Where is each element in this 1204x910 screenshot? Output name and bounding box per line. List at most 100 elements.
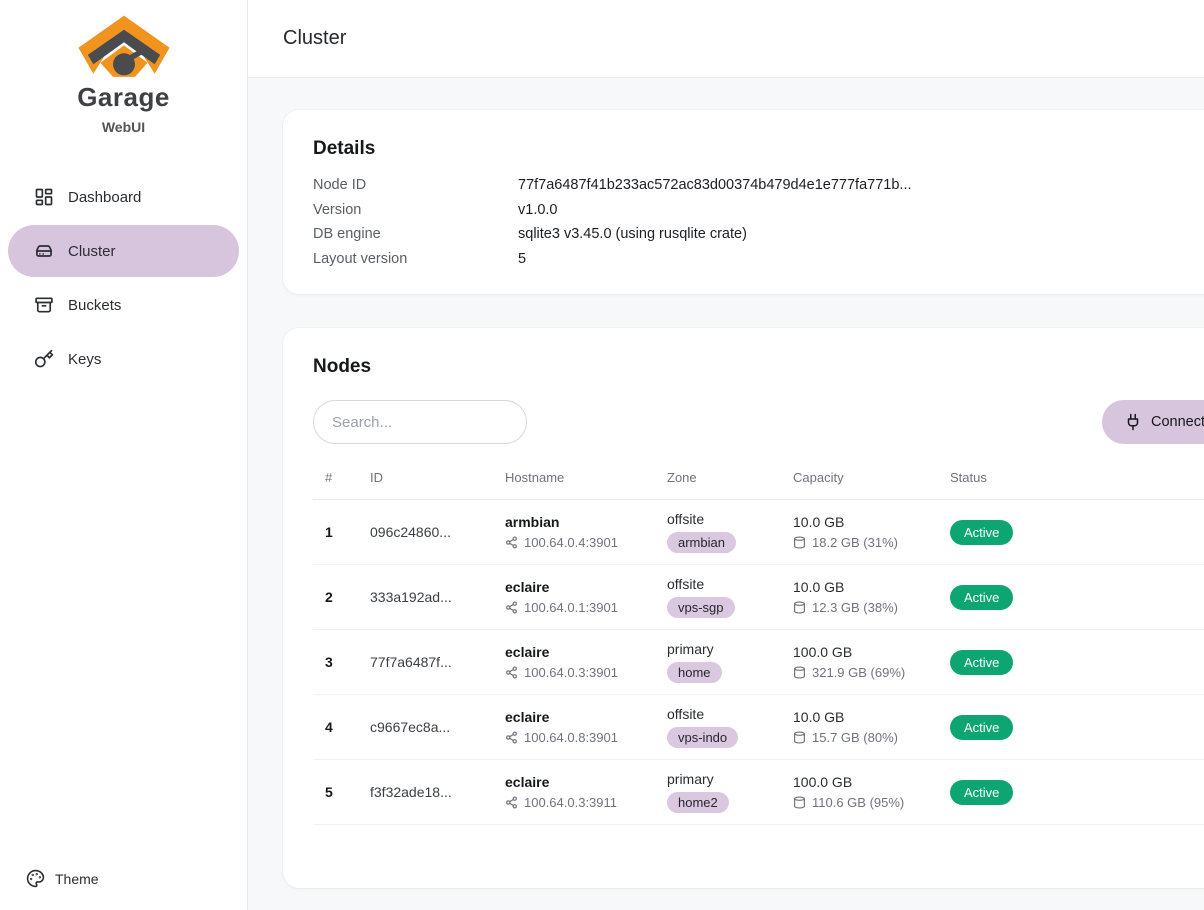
nodes-table: # ID Hostname Zone Capacity Status 1 096… — [313, 470, 1204, 825]
node-zone: primary — [667, 771, 714, 787]
node-capacity-cell: 10.0 GB 18.2 GB (31%) — [793, 514, 950, 550]
node-usage-row: 15.7 GB (80%) — [793, 730, 950, 745]
sidebar-item-cluster[interactable]: Cluster — [8, 225, 239, 277]
node-capacity: 10.0 GB — [793, 514, 845, 530]
node-address: 100.64.0.8:3901 — [524, 730, 618, 745]
content: Details Node ID 77f7a6487f41b233ac572ac8… — [248, 78, 1204, 910]
node-actions-cell — [1079, 711, 1204, 743]
node-number: 1 — [325, 524, 333, 540]
plug-icon — [1127, 413, 1139, 431]
status-badge: Active — [950, 779, 1014, 805]
status-badge: Active — [950, 584, 1014, 610]
node-zone-cell: offsite vps-indo — [667, 706, 793, 748]
share-network-icon — [506, 536, 517, 549]
sidebar-item-keys[interactable]: Keys — [8, 333, 239, 385]
node-id: 333a192ad... — [370, 589, 452, 605]
node-id: c9667ec8a... — [370, 719, 451, 735]
node-capacity-cell: 100.0 GB 321.9 GB (69%) — [793, 644, 950, 680]
share-network-icon — [506, 731, 517, 744]
connect-button[interactable]: Connect — [1101, 400, 1204, 444]
page-title: Cluster — [283, 27, 347, 49]
row-menu-button[interactable] — [1195, 581, 1204, 613]
sidebar-item-dashboard[interactable]: Dashboard — [8, 171, 239, 223]
connect-button-label: Connect — [1150, 414, 1204, 430]
node-usage: 18.2 GB (31%) — [812, 535, 898, 550]
node-hostname: eclaire — [505, 709, 550, 725]
node-status-cell: Active — [950, 519, 1079, 545]
detail-label: Node ID — [313, 177, 367, 193]
sidebar-item-label: Buckets — [68, 296, 122, 314]
zone-tag-badge: vps-sgp — [667, 597, 735, 618]
node-zone: primary — [667, 641, 714, 657]
detail-row-version: Version v1.0.0 — [313, 201, 1204, 218]
node-hostname-cell: eclaire 100.64.0.3:3911 — [505, 774, 667, 810]
database-icon — [794, 536, 805, 549]
node-usage-row: 12.3 GB (38%) — [793, 600, 950, 615]
node-capacity: 100.0 GB — [793, 774, 853, 790]
column-header-hostname: Hostname — [505, 470, 565, 485]
node-capacity: 10.0 GB — [793, 579, 845, 595]
zone-tag-badge: vps-indo — [667, 727, 739, 748]
key-icon — [34, 349, 54, 368]
topbar: Cluster — [248, 0, 1204, 78]
share-network-icon — [506, 666, 517, 679]
node-id: 096c24860... — [370, 524, 451, 540]
node-actions-cell — [1079, 516, 1204, 548]
row-menu-button[interactable] — [1195, 646, 1204, 678]
nodes-toolbar: Connect — [313, 400, 1204, 444]
node-address-row: 100.64.0.3:3911 — [505, 795, 667, 810]
dashboard-icon — [35, 188, 53, 206]
node-zone: offsite — [667, 576, 705, 592]
row-menu-button[interactable] — [1195, 516, 1204, 548]
sidebar-item-buckets[interactable]: Buckets — [8, 279, 239, 331]
node-usage: 110.6 GB (95%) — [812, 795, 905, 810]
detail-value: v1.0.0 — [518, 201, 558, 218]
search-input[interactable] — [313, 400, 527, 444]
detail-label: Layout version — [313, 250, 408, 267]
node-usage: 15.7 GB (80%) — [812, 730, 898, 745]
node-status-cell: Active — [950, 584, 1079, 610]
node-capacity-cell: 100.0 GB 110.6 GB (95%) — [793, 774, 950, 810]
database-icon — [794, 796, 805, 809]
node-hostname-cell: armbian 100.64.0.4:3901 — [505, 514, 667, 550]
node-hostname: armbian — [505, 514, 560, 530]
detail-label: DB engine — [313, 226, 381, 242]
node-actions-cell — [1079, 776, 1204, 808]
database-icon — [794, 731, 805, 744]
node-actions-cell — [1079, 646, 1204, 678]
node-address-row: 100.64.0.3:3901 — [505, 665, 667, 680]
theme-button[interactable]: Theme — [16, 861, 109, 896]
database-icon — [794, 601, 805, 614]
theme-button-label: Theme — [55, 870, 99, 887]
table-row: 3 77f7a6487f... eclaire 100.64.0.3:3901 — [313, 630, 1204, 695]
row-menu-button[interactable] — [1195, 776, 1204, 808]
node-status-cell: Active — [950, 714, 1079, 740]
status-badge: Active — [950, 519, 1014, 545]
zone-tag-badge: home2 — [667, 792, 729, 813]
share-network-icon — [506, 796, 517, 809]
sidebar-item-label: Keys — [68, 350, 102, 368]
column-header-id: ID — [370, 470, 383, 485]
detail-label: Version — [313, 201, 362, 218]
node-hostname-cell: eclaire 100.64.0.3:3901 — [505, 644, 667, 680]
brand: Garage WebUI — [0, 0, 247, 135]
node-number: 5 — [325, 784, 333, 800]
node-hostname: eclaire — [505, 774, 550, 790]
garage-logo-icon — [77, 15, 170, 77]
brand-title: Garage — [77, 82, 170, 112]
node-zone: offsite — [667, 511, 705, 527]
node-id: 77f7a6487f... — [370, 654, 452, 670]
node-capacity: 10.0 GB — [793, 709, 845, 725]
sidebar: Garage WebUI Dashboard Cluster Buckets K… — [0, 0, 248, 910]
sidebar-item-label: Dashboard — [68, 188, 142, 206]
row-menu-button[interactable] — [1195, 711, 1204, 743]
nodes-card: Nodes Connect # ID Hostname Zone Capacit… — [283, 328, 1204, 888]
details-title: Details — [313, 138, 376, 159]
node-usage-row: 18.2 GB (31%) — [793, 535, 950, 550]
node-address: 100.64.0.1:3901 — [524, 600, 618, 615]
nodes-title: Nodes — [313, 356, 372, 377]
status-badge: Active — [950, 714, 1014, 740]
node-capacity: 100.0 GB — [793, 644, 853, 660]
brand-subtitle: WebUI — [101, 119, 146, 135]
detail-row-node-id: Node ID 77f7a6487f41b233ac572ac83d00374b… — [313, 178, 1204, 193]
